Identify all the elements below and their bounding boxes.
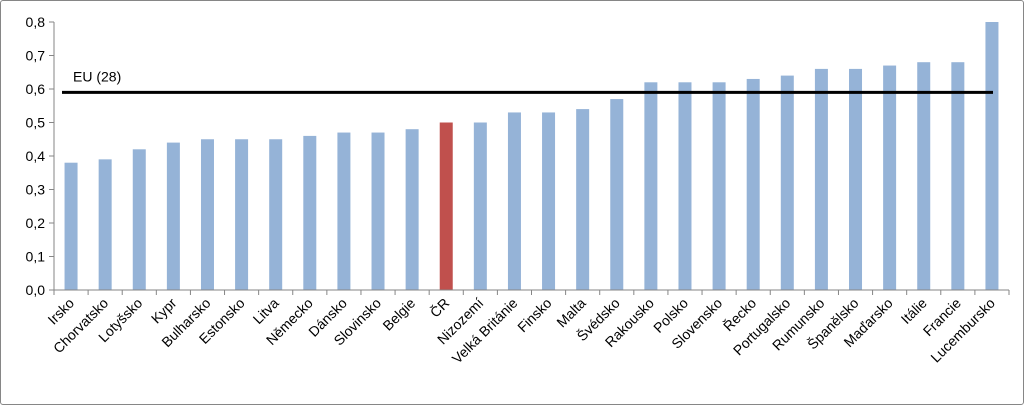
y-tick-label: 0,7	[26, 48, 46, 64]
x-category-label: Finsko	[514, 295, 555, 336]
bar	[235, 139, 249, 290]
bar	[200, 139, 214, 290]
bar	[166, 142, 180, 290]
bar	[883, 65, 897, 290]
bar	[610, 99, 624, 290]
bar	[951, 62, 965, 291]
reference-line-label: EU (28)	[73, 68, 121, 84]
y-tick-label: 0,6	[26, 81, 46, 97]
bar	[678, 82, 692, 290]
bars-group	[64, 22, 999, 291]
bar	[917, 62, 931, 291]
bar	[849, 68, 863, 291]
reference-line-group: EU (28)	[62, 68, 993, 94]
y-axis-ticks: 0,0 0,1 0,2 0,3 0,4 0,5 0,6 0,7 0,8	[26, 14, 54, 298]
y-tick-label: 0,8	[26, 14, 46, 30]
bar	[985, 22, 999, 290]
y-tick-label: 0,1	[26, 249, 46, 265]
bar	[64, 162, 78, 290]
bar	[269, 139, 283, 290]
bar	[576, 109, 590, 290]
bar	[132, 149, 146, 290]
bar	[507, 112, 521, 290]
bar	[746, 78, 760, 290]
y-tick-label: 0,0	[26, 282, 46, 298]
y-tick-label: 0,4	[26, 148, 46, 164]
bar	[814, 68, 828, 291]
bar	[473, 122, 487, 290]
bar	[303, 135, 317, 290]
y-tick-label: 0,5	[26, 115, 46, 131]
bar	[780, 75, 794, 290]
x-category-label: ČR	[427, 295, 453, 321]
bar	[337, 132, 351, 290]
axes-group	[53, 22, 1010, 295]
bar	[371, 132, 385, 290]
bar	[542, 112, 556, 290]
bar	[712, 82, 726, 290]
bar	[644, 82, 658, 290]
x-category-label: Belgie	[379, 295, 418, 334]
bar-highlighted	[439, 122, 453, 290]
bar	[405, 129, 419, 290]
y-tick-label: 0,3	[26, 182, 46, 198]
bar	[98, 159, 112, 290]
y-tick-label: 0,2	[26, 215, 46, 231]
